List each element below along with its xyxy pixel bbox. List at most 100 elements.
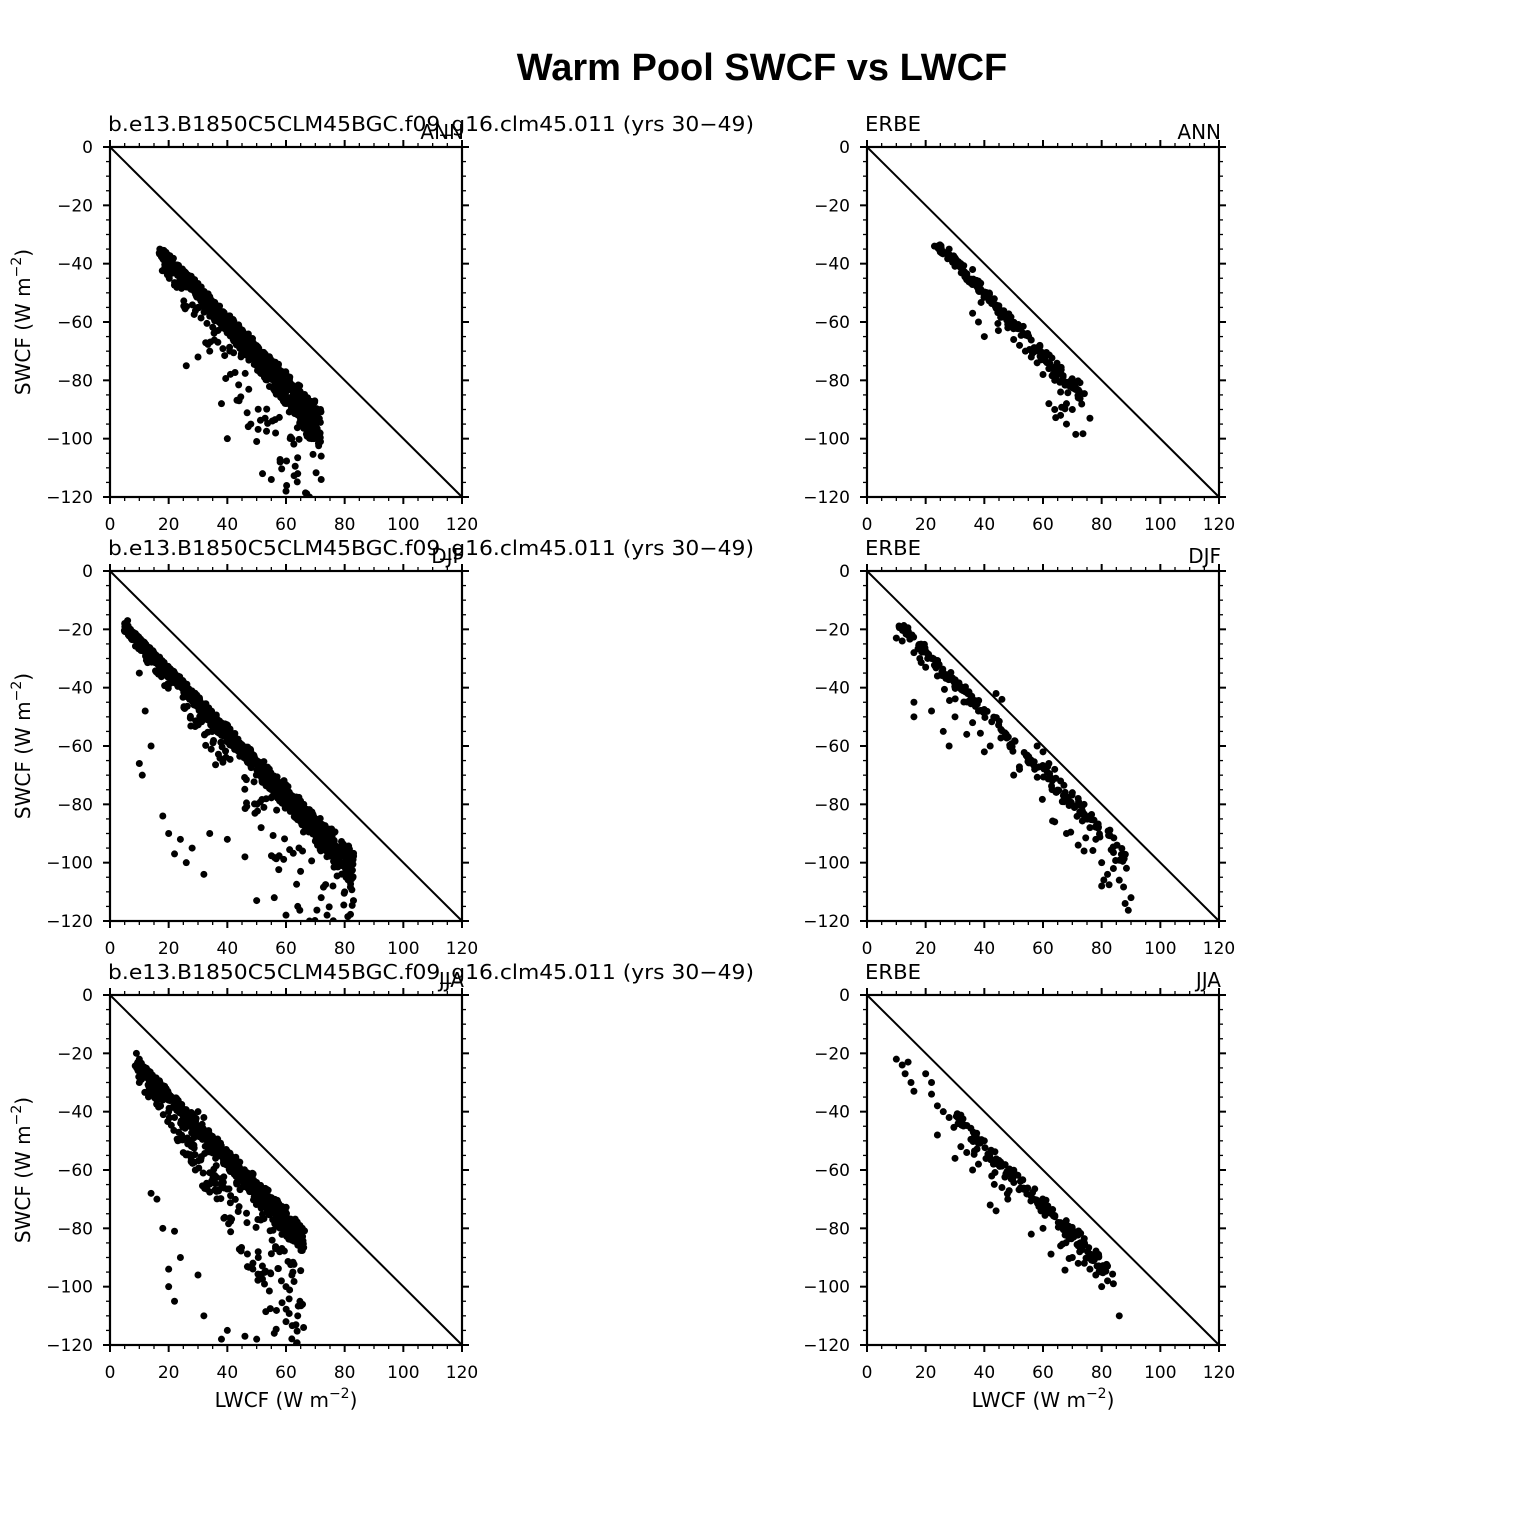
scatter-point bbox=[892, 634, 900, 642]
scatter-point bbox=[227, 1217, 235, 1225]
scatter-point bbox=[297, 1243, 305, 1251]
scatter-point bbox=[147, 1189, 155, 1197]
scatter-point bbox=[147, 742, 155, 750]
scatter-point bbox=[1109, 865, 1117, 872]
scatter-point bbox=[282, 911, 290, 919]
scatter-point bbox=[1124, 906, 1132, 914]
y-tick-label: −20 bbox=[57, 620, 93, 640]
scatter-point bbox=[1006, 741, 1014, 749]
scatter-point bbox=[181, 688, 189, 696]
scatter-point bbox=[1027, 759, 1035, 767]
scatter-point bbox=[1002, 730, 1010, 738]
y-tick-label: −60 bbox=[57, 1161, 93, 1181]
scatter-point bbox=[173, 271, 181, 279]
scatter-point bbox=[1053, 366, 1061, 374]
scatter-point bbox=[348, 886, 356, 894]
scatter-point bbox=[325, 903, 333, 911]
scatter-point bbox=[257, 1216, 265, 1224]
scatter-point bbox=[1091, 823, 1099, 831]
scatter-point bbox=[205, 1148, 213, 1156]
scatter-point bbox=[165, 830, 173, 837]
scatter-point bbox=[1063, 1221, 1071, 1229]
scatter-point bbox=[274, 1198, 282, 1206]
panel-left-title: ERBE bbox=[865, 960, 921, 984]
scatter-point bbox=[1098, 1283, 1106, 1291]
scatter-point bbox=[1043, 359, 1051, 367]
scatter-point bbox=[960, 698, 968, 706]
scatter-point bbox=[317, 894, 325, 902]
scatter-point bbox=[933, 1131, 941, 1139]
scatter-point bbox=[1072, 430, 1080, 438]
scatter-point bbox=[329, 917, 337, 921]
scatter-point bbox=[1010, 318, 1018, 326]
scatter-point bbox=[1039, 371, 1047, 378]
scatter-point bbox=[289, 849, 297, 857]
x-tick-label: 60 bbox=[275, 1363, 297, 1383]
scatter-point bbox=[1045, 760, 1053, 767]
scatter-point bbox=[144, 1093, 152, 1101]
scatter-point bbox=[939, 727, 947, 735]
scatter-point bbox=[156, 1078, 164, 1086]
scatter-point bbox=[898, 637, 906, 645]
scatter-point bbox=[347, 880, 355, 888]
scatter-point bbox=[974, 318, 982, 326]
scatter-point bbox=[907, 1079, 915, 1086]
scatter-point bbox=[247, 420, 255, 428]
scatter-point bbox=[192, 717, 200, 725]
scatter-point bbox=[1048, 786, 1056, 794]
y-tick-label: −80 bbox=[57, 371, 93, 391]
scatter-point bbox=[153, 656, 161, 664]
scatter-point bbox=[928, 1079, 936, 1086]
reference-line bbox=[109, 570, 463, 922]
scatter-point bbox=[235, 381, 243, 389]
x-tick-label: 100 bbox=[387, 939, 419, 959]
scatter-point bbox=[264, 368, 272, 376]
y-tick-label: −120 bbox=[803, 912, 850, 932]
scatter-point bbox=[950, 1123, 958, 1131]
scatter-point bbox=[1027, 1197, 1035, 1205]
scatter-point bbox=[294, 470, 302, 478]
scatter-point bbox=[238, 328, 246, 336]
scatter-point bbox=[951, 695, 959, 703]
scatter-point bbox=[951, 713, 959, 721]
scatter-point bbox=[285, 1310, 293, 1318]
scatter-point bbox=[992, 303, 1000, 311]
scatter-point bbox=[176, 1254, 184, 1261]
scatter-point bbox=[329, 882, 337, 890]
scatter-point bbox=[124, 617, 132, 625]
scatter-point bbox=[1068, 406, 1076, 413]
scatter-point bbox=[219, 345, 227, 353]
scatter-point bbox=[162, 1091, 170, 1099]
scatter-point bbox=[220, 1214, 228, 1222]
scatter-point bbox=[1070, 804, 1078, 812]
scatter-point bbox=[969, 266, 977, 273]
scatter-point bbox=[299, 828, 307, 836]
scatter-point bbox=[202, 704, 210, 712]
scatter-point bbox=[1080, 390, 1088, 398]
scatter-point bbox=[282, 1318, 290, 1326]
scatter-point bbox=[243, 1250, 251, 1258]
scatter-point bbox=[1080, 1259, 1088, 1267]
reference-line bbox=[109, 994, 463, 1346]
scatter-point bbox=[147, 655, 155, 662]
x-tick-label: 60 bbox=[1032, 939, 1054, 959]
scatter-point bbox=[264, 419, 272, 427]
scatter-point bbox=[1055, 786, 1063, 794]
scatter-point bbox=[928, 1090, 936, 1098]
scatter-point bbox=[898, 1061, 906, 1069]
scatter-point bbox=[173, 1101, 181, 1109]
scatter-point bbox=[901, 1070, 909, 1078]
scatter-point bbox=[243, 802, 251, 810]
scatter-point bbox=[892, 1055, 900, 1063]
panel-right-title: JJA bbox=[437, 968, 464, 992]
scatter-point bbox=[1098, 859, 1106, 867]
scatter-point bbox=[179, 1123, 187, 1131]
scatter-point bbox=[936, 248, 944, 256]
panel-right-title: DJF bbox=[431, 544, 464, 568]
scatter-panel-1: 0 20 40 60 80 100 120 0 −20 −40 −60 −80 −100 −120 b.e1… bbox=[9, 112, 754, 535]
scatter-point bbox=[995, 721, 1003, 729]
scatter-point bbox=[241, 853, 249, 861]
scatter-point bbox=[187, 1142, 195, 1150]
x-tick-label: 80 bbox=[334, 939, 356, 959]
y-tick-label: 0 bbox=[82, 138, 93, 158]
